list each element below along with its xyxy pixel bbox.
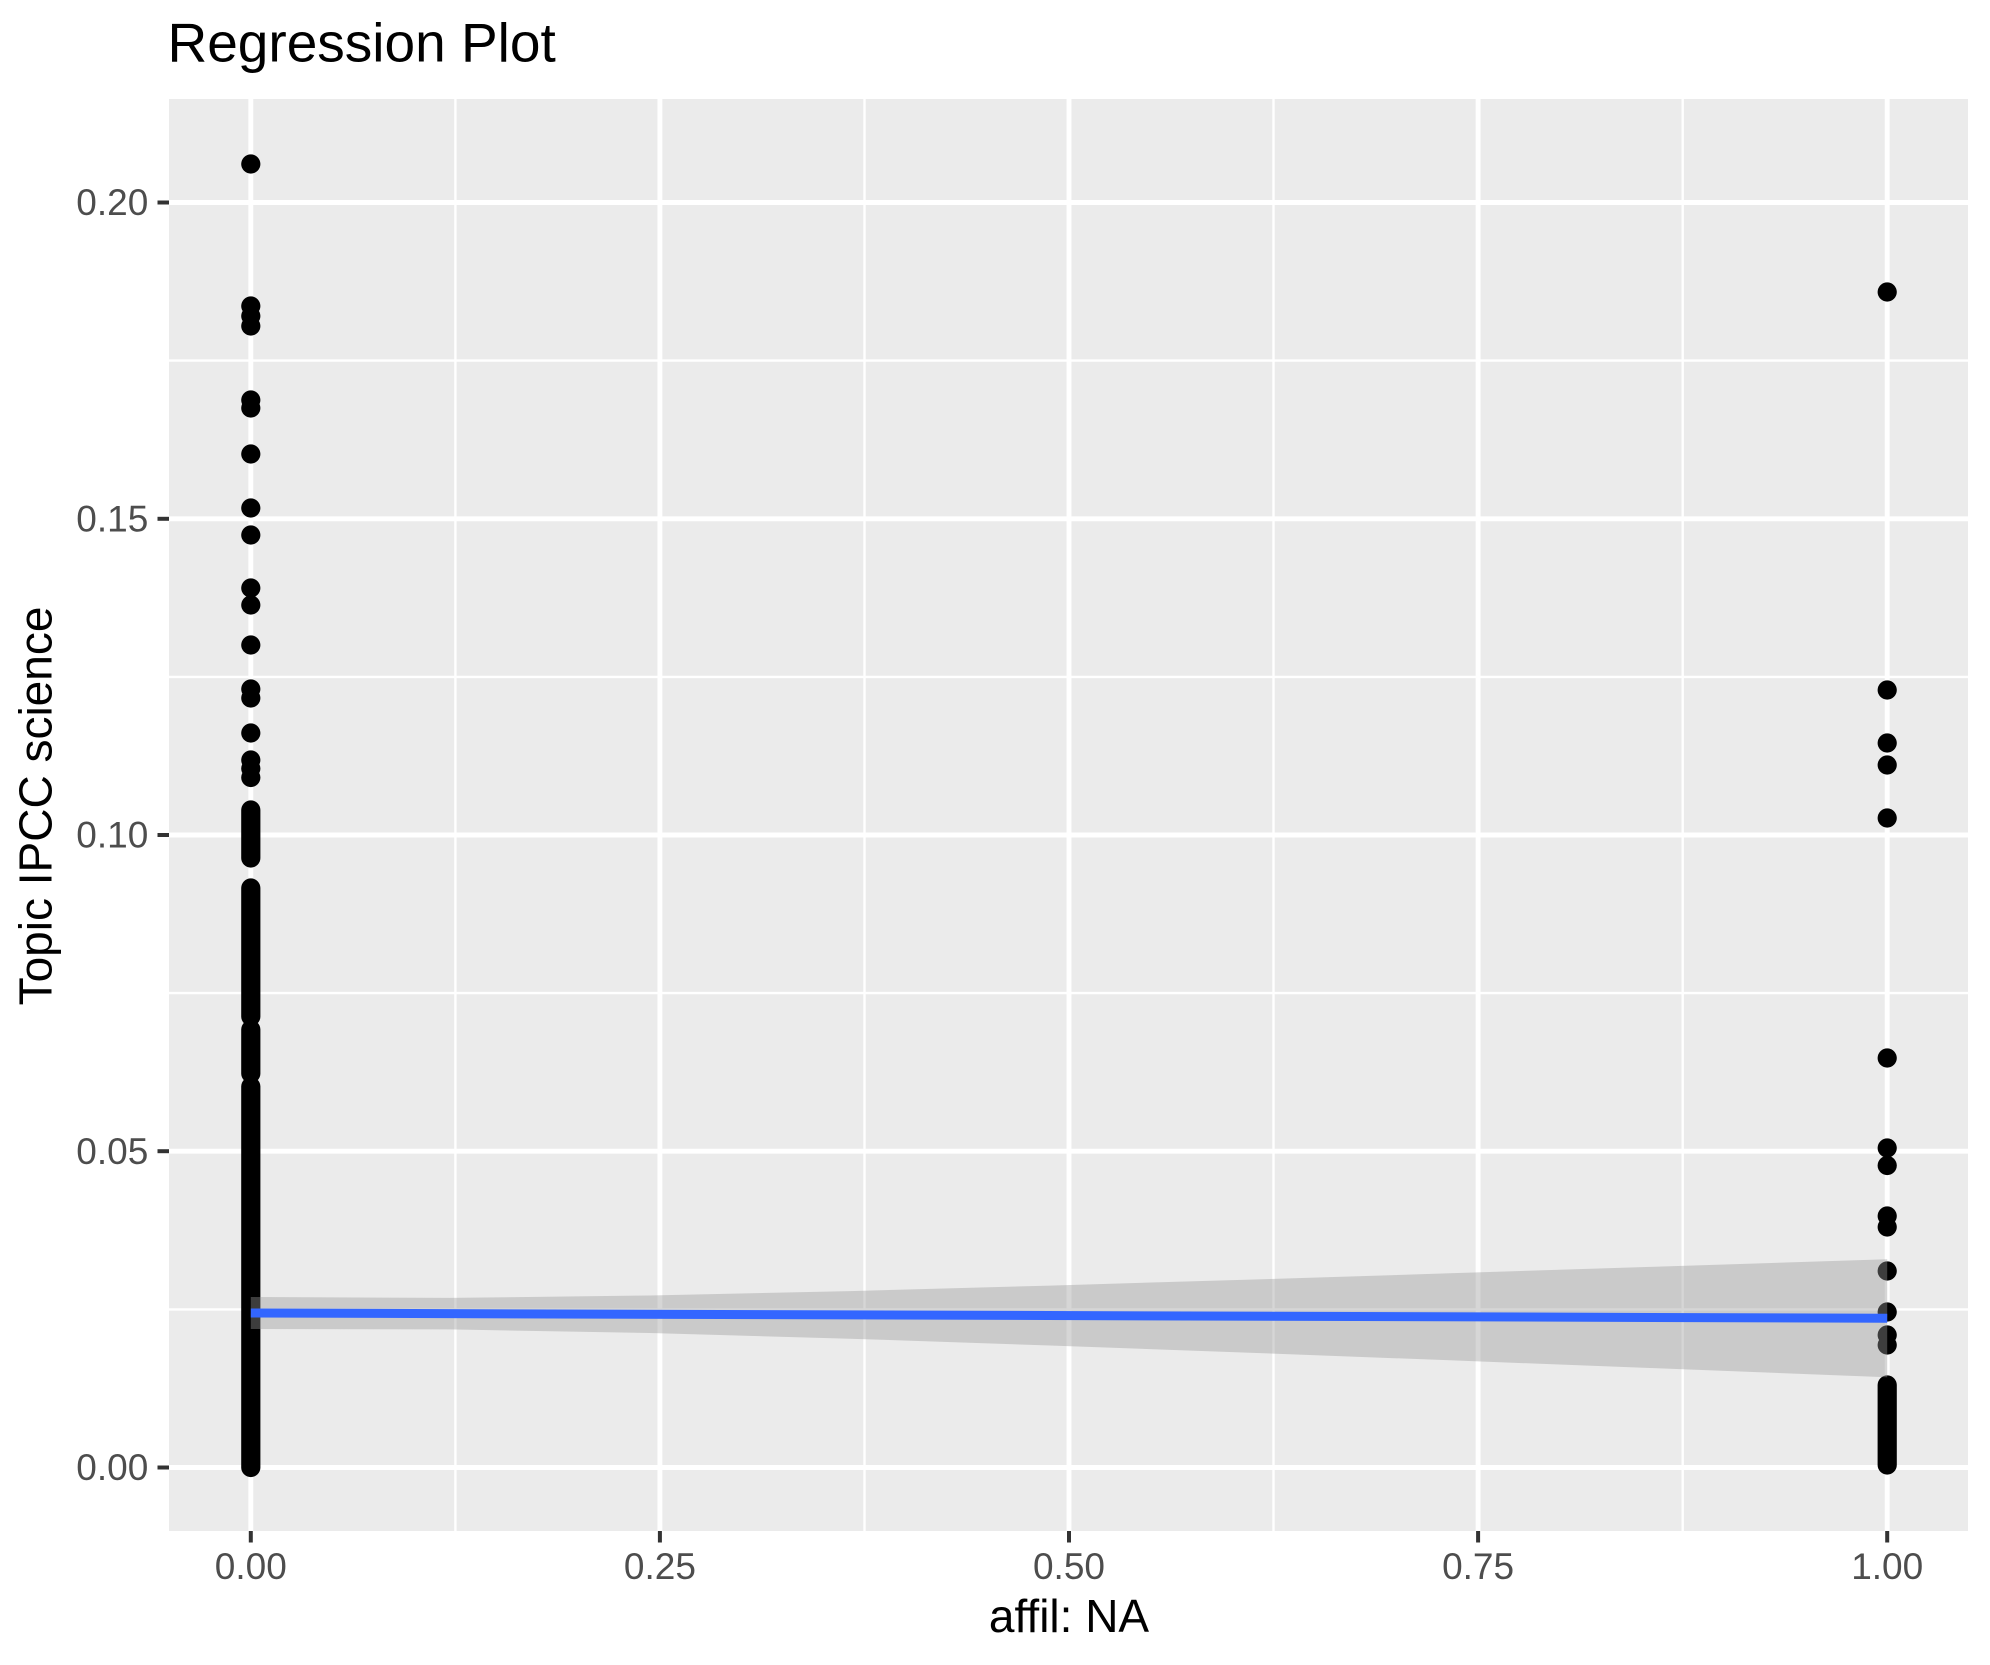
svg-text:Regression Plot: Regression Plot bbox=[168, 12, 556, 74]
svg-text:0.20: 0.20 bbox=[76, 182, 148, 223]
svg-text:0.00: 0.00 bbox=[76, 1447, 148, 1488]
svg-text:0.10: 0.10 bbox=[76, 815, 148, 856]
svg-text:0.50: 0.50 bbox=[1033, 1546, 1105, 1587]
svg-text:affil: NA: affil: NA bbox=[989, 1590, 1150, 1642]
svg-text:0.05: 0.05 bbox=[76, 1131, 148, 1172]
svg-text:0.15: 0.15 bbox=[76, 499, 148, 540]
svg-text:Topic IPCC science: Topic IPCC science bbox=[10, 607, 62, 1006]
svg-text:0.00: 0.00 bbox=[215, 1546, 287, 1587]
svg-text:0.25: 0.25 bbox=[624, 1546, 696, 1587]
svg-text:0.75: 0.75 bbox=[1442, 1546, 1514, 1587]
svg-text:1.00: 1.00 bbox=[1851, 1546, 1923, 1587]
